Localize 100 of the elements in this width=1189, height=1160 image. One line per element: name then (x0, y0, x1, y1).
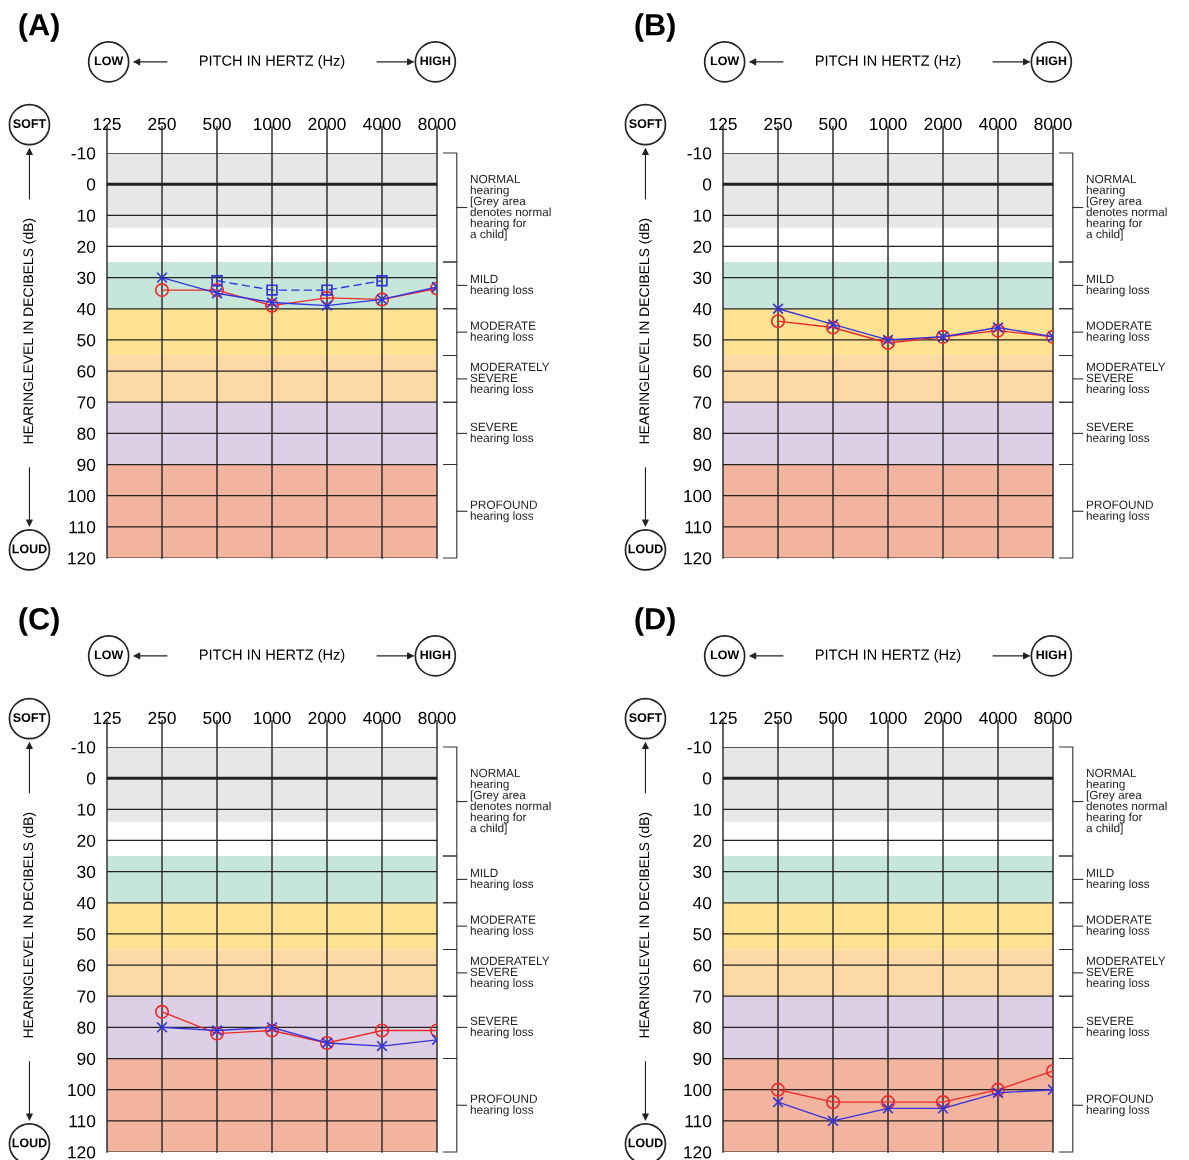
y-tick-label: 100 (684, 489, 712, 503)
band-label: PROFOUND hearing loss (1086, 1094, 1153, 1117)
y-tick-label: -10 (71, 147, 96, 160)
point (319, 290, 335, 305)
y-tick-label: 60 (693, 365, 712, 378)
point (882, 1102, 894, 1115)
text: SOFT (13, 713, 46, 723)
band-label: MODERATE hearing loss (470, 915, 536, 938)
text: SOFT (13, 119, 46, 129)
y-tick-label: 90 (693, 458, 712, 471)
x-tick-label: 4000 (363, 711, 401, 725)
x-tick-label: 500 (203, 711, 231, 725)
point (376, 1040, 388, 1052)
point (827, 318, 839, 331)
point (374, 1023, 390, 1038)
point (880, 1095, 896, 1110)
point (772, 303, 784, 315)
point (990, 323, 1006, 338)
point (321, 299, 333, 312)
point (264, 298, 280, 313)
y-tick-label: 10 (77, 209, 96, 222)
x-tick-label: 2000 (924, 711, 962, 725)
band-label: MODERATE hearing loss (1086, 321, 1152, 344)
text: LOUD (628, 544, 663, 554)
text: LOW (710, 56, 740, 66)
y-tick-label: 110 (685, 1115, 712, 1128)
y-tick-label: 20 (693, 834, 712, 847)
x-tick-label: 500 (819, 117, 847, 131)
point (992, 321, 1004, 334)
y-tick-label: -10 (687, 147, 712, 160)
point (154, 282, 170, 298)
y-tick-label: 10 (693, 803, 712, 816)
y-tick-label: 60 (77, 959, 96, 972)
chart-title: (B) (635, 13, 675, 42)
x-tick-label: 125 (93, 711, 121, 725)
y-tick-label: 40 (76, 302, 96, 316)
x-tick-label: 250 (764, 117, 792, 131)
x-tick-label: 250 (148, 117, 176, 131)
band-label: PROFOUND hearing loss (470, 1094, 537, 1117)
chart-title: (C) (19, 607, 59, 636)
point (154, 1004, 170, 1019)
band-label: NORMAL hearing [Grey area denotes normal hearing for a child] (470, 174, 551, 241)
x-tick-label: 2000 (924, 117, 962, 131)
point (935, 1095, 951, 1110)
point (156, 271, 168, 284)
y-tick-label: 0 (702, 772, 712, 785)
x-tick-label: 1000 (870, 711, 907, 725)
point (264, 1023, 280, 1038)
y-tick-label: 70 (77, 396, 96, 409)
y-tick-label: 80 (693, 1021, 712, 1034)
text: LOUD (12, 1138, 47, 1148)
band-label: NORMAL hearing [Grey area denotes normal hearing for a child] (1086, 768, 1167, 835)
y-tick-label: 50 (77, 334, 96, 347)
point (990, 1082, 1006, 1097)
y-tick-label: 60 (77, 365, 96, 378)
point (376, 275, 388, 287)
y-tick-label: 40 (692, 302, 712, 316)
x-axis-title: PITCH IN HERTZ (Hz) (200, 55, 345, 69)
y-tick-label: 70 (77, 990, 96, 1003)
band-label: MILD hearing loss (470, 868, 534, 891)
band-label: SEVERE hearing loss (1086, 422, 1150, 445)
y-tick-label: 50 (77, 928, 96, 941)
point (211, 1024, 223, 1037)
y-tick-label: 110 (685, 521, 712, 534)
y-tick-label: 90 (693, 1052, 712, 1065)
point (992, 1087, 1004, 1099)
band-label: NORMAL hearing [Grey area denotes normal hearing for a child] (470, 768, 551, 835)
x-axis-title: PITCH IN HERTZ (Hz) (816, 55, 961, 69)
x-tick-label: 1000 (254, 711, 291, 725)
x-tick-label: 500 (203, 117, 231, 131)
x-tick-label: 2000 (308, 117, 346, 131)
band-label: MODERATELY SEVERE hearing loss (470, 362, 550, 396)
band-label: PROFOUND hearing loss (470, 500, 537, 523)
y-tick-label: 110 (69, 1115, 96, 1128)
y-tick-label: 120 (68, 552, 96, 565)
x-tick-label: 8000 (418, 711, 456, 725)
point (266, 296, 278, 309)
y-tick-label: 0 (86, 178, 96, 191)
y-tick-label: 0 (702, 178, 712, 191)
y-tick-label: 90 (77, 458, 96, 471)
point (211, 287, 223, 299)
point (770, 1082, 786, 1097)
point (882, 334, 894, 346)
x-tick-label: 8000 (418, 117, 456, 131)
y-tick-label: 90 (77, 1052, 96, 1065)
y-tick-label: 40 (692, 896, 712, 910)
band-label: SEVERE hearing loss (470, 1016, 534, 1039)
band-label: MILD hearing loss (1086, 274, 1150, 297)
point (266, 284, 278, 296)
text: LOUD (628, 1138, 663, 1148)
point (321, 284, 333, 296)
band-label: MILD hearing loss (470, 274, 534, 297)
x-tick-label: 8000 (1034, 117, 1072, 131)
y-tick-label: 50 (693, 334, 712, 347)
y-tick-label: 30 (77, 865, 96, 879)
y-tick-label: 20 (77, 834, 96, 847)
x-tick-label: 125 (93, 117, 121, 131)
y-axis-title: HEARINGLEVEL IN DECIBELS (dB) (22, 218, 36, 444)
y-tick-label: 30 (693, 865, 712, 879)
y-tick-label: 80 (77, 1021, 96, 1034)
